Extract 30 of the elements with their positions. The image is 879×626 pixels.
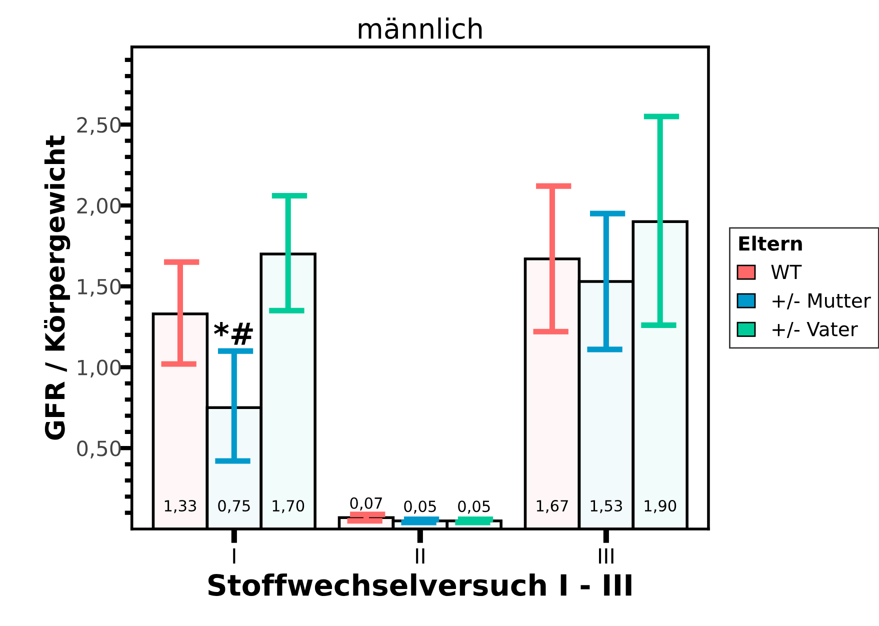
bar	[260, 252, 316, 529]
x-tick-label: I	[233, 548, 236, 564]
bar	[152, 312, 209, 529]
data-label: 0,07	[350, 497, 382, 510]
x-tick-label: II	[416, 548, 424, 564]
y-tick-label: 1,50	[78, 278, 121, 297]
data-label: 1,53	[590, 500, 622, 514]
legend-title: Eltern	[739, 236, 802, 251]
x-axis-title: Stoffwechselversuch I - III	[208, 573, 632, 596]
legend-label: +/- Vater	[772, 322, 858, 338]
chart-title: männlich	[358, 18, 482, 40]
y-tick-label: 0,50	[77, 440, 121, 458]
x-tick-label: III	[598, 548, 614, 564]
y-tick-label: 2,50	[77, 117, 121, 135]
y-tick-label: 1,00	[78, 360, 121, 378]
data-label: 0,75	[218, 500, 250, 514]
bar	[578, 280, 635, 529]
bar	[632, 220, 688, 529]
data-label: 1,90	[644, 500, 676, 514]
data-label: 1,70	[272, 500, 304, 514]
data-label: 1,33	[164, 500, 196, 514]
data-label: 0,05	[404, 500, 436, 514]
annotation: *#	[214, 322, 253, 345]
legend-label: WT	[771, 264, 802, 280]
legend-label: +/- Mutter	[772, 293, 871, 310]
data-label: 1,67	[536, 500, 568, 514]
data-label: 0,05	[458, 500, 490, 514]
y-tick-label: 2,00	[77, 198, 121, 216]
y-axis-title: GFR / Körpergewicht	[44, 135, 70, 440]
bar	[524, 257, 581, 529]
